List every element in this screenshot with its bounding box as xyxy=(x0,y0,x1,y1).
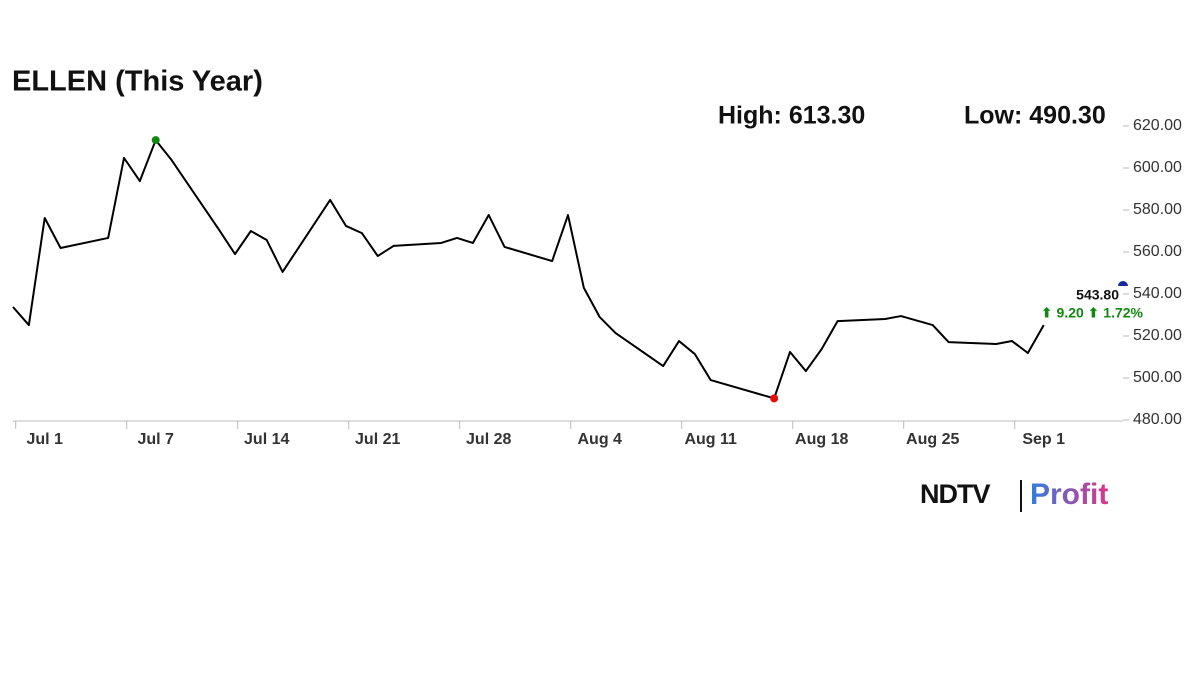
x-tick-label: Jul 7 xyxy=(137,431,174,448)
y-tick-label: 500.00 xyxy=(1133,369,1182,386)
chart-title: ELLEN (This Year) xyxy=(12,66,263,98)
y-tick-label: 600.00 xyxy=(1133,159,1182,176)
x-tick-label: Sep 1 xyxy=(1022,431,1065,448)
price-line xyxy=(12,139,1045,400)
y-tick-label: 540.00 xyxy=(1133,285,1182,302)
y-tick-label: 560.00 xyxy=(1133,243,1182,260)
x-tick-label: Jul 28 xyxy=(466,431,511,448)
y-tick-label: 620.00 xyxy=(1133,117,1182,134)
last-price-marker xyxy=(1118,281,1128,287)
x-tick-label: Aug 25 xyxy=(906,431,959,448)
y-tick-label: 480.00 xyxy=(1133,411,1182,428)
last-price-label: 543.80 xyxy=(1076,287,1119,303)
x-tick-label: Aug 4 xyxy=(577,431,622,448)
high-label: High: 613.30 xyxy=(718,102,865,130)
low-label: Low: 490.30 xyxy=(964,102,1106,130)
low-marker xyxy=(770,394,779,403)
x-tick-label: Aug 18 xyxy=(795,431,848,448)
x-tick-label: Jul 14 xyxy=(244,431,289,448)
y-tick-label: 580.00 xyxy=(1133,201,1182,218)
y-tick-label: 520.00 xyxy=(1133,327,1182,344)
logo-ndtv: NDTV xyxy=(920,479,990,509)
logo-profit: Profit xyxy=(1030,478,1108,511)
x-tick-label: Jul 21 xyxy=(355,431,400,448)
x-tick-label: Aug 11 xyxy=(684,431,737,448)
high-marker xyxy=(151,136,160,145)
change-label: ⬆ 9.20 ⬆ 1.72% xyxy=(1041,305,1144,321)
x-tick-label: Jul 1 xyxy=(26,431,63,448)
